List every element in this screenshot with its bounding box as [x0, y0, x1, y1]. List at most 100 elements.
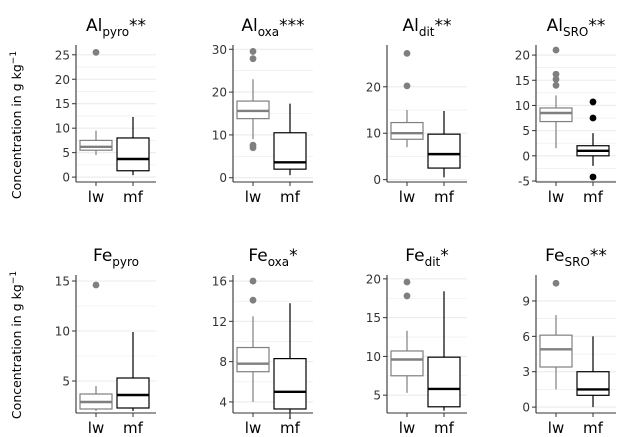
y-axis-label-text: Concentration in g kg: [9, 284, 24, 419]
y-tick-label: 15: [366, 311, 381, 325]
y-tick-label: 16: [212, 275, 227, 289]
y-tick-label: 25: [55, 48, 70, 62]
panel-title-subscript: oxa: [258, 25, 279, 39]
panel-title-significance: ***: [279, 16, 305, 36]
box-mf: [273, 132, 307, 170]
panel-al-pyro: Alpyro** 0 5 10 15 20 25 lw mf: [55, 16, 156, 206]
outlier-point: [403, 82, 411, 90]
panel-title-significance: **: [129, 16, 146, 36]
outlier-point: [403, 292, 411, 300]
panel-title-significance: **: [588, 16, 605, 36]
x-tick-label: lw: [88, 188, 104, 206]
panel-al-dit: Aldit** 0 10 20 lw mf: [366, 16, 467, 206]
y-tick-label: 20: [55, 73, 70, 87]
outlier-point: [249, 48, 257, 55]
box-mf: [116, 377, 150, 409]
box-mf: [427, 356, 461, 408]
box-lw: [539, 334, 573, 368]
outlier-point: [249, 296, 257, 304]
panel-title-base: Fe: [93, 246, 112, 266]
y-tick-label: 10: [366, 350, 381, 364]
y-tick-label: 15: [515, 74, 530, 88]
outlier-point: [552, 70, 560, 78]
panel-title-significance: *: [440, 246, 449, 266]
y-tick-label: 5: [62, 375, 70, 389]
outlier-point: [249, 141, 257, 149]
x-tick-label: lw: [399, 419, 415, 437]
panel-al-oxa: Aloxa*** 0 10 20 30 lw mf: [212, 16, 313, 206]
panel-title: Fepyro: [93, 246, 139, 269]
y-axis-label-superscript: −1: [9, 271, 19, 284]
y-tick-label: 0: [522, 149, 530, 163]
y-tick-label: 20: [366, 80, 381, 94]
y-tick-label: 10: [212, 128, 227, 142]
panel-title-base: Fe: [405, 246, 424, 266]
y-axis-label-text: Concentration in g kg: [9, 64, 24, 199]
y-tick-label: 15: [55, 97, 70, 111]
x-tick-label: mf: [583, 188, 604, 206]
outlier-point: [92, 48, 100, 56]
box-lw: [236, 346, 270, 373]
y-tick-label: 10: [366, 127, 381, 141]
x-tick-label: lw: [548, 188, 564, 206]
panel-title-significance: **: [590, 246, 607, 266]
panel-title-subscript: oxa: [268, 255, 289, 269]
box-lw: [539, 107, 573, 123]
panel-title-base: Al: [241, 16, 257, 36]
x-tick-label: lw: [88, 419, 104, 437]
panel-fe-sro: FeSRO** 0 3 6 9 lw mf: [522, 246, 616, 437]
panel-title: AlSRO**: [547, 16, 606, 39]
x-tick-label: lw: [548, 419, 564, 437]
y-tick-label: 0: [62, 171, 70, 185]
x-tick-label: lw: [245, 188, 261, 206]
panel-title-base: Al: [402, 16, 418, 36]
y-tick-label: 6: [522, 330, 530, 344]
outlier-point: [249, 55, 257, 63]
box-mf: [116, 137, 150, 172]
svg-text:Concentration in g kg−1: Concentration in g kg−1: [9, 271, 24, 419]
x-tick-label: lw: [399, 188, 415, 206]
box-mf: [576, 371, 610, 396]
y-tick-label: 0: [219, 171, 227, 185]
panel-title-subscript: pyro: [102, 25, 129, 39]
panel-title-subscript: SRO: [564, 255, 589, 269]
panel-title-base: Al: [547, 16, 563, 36]
y-tick-label: 0: [522, 401, 530, 415]
svg-text:Concentration in g kg−1: Concentration in g kg−1: [9, 51, 24, 199]
x-tick-label: mf: [123, 188, 144, 206]
y-tick-label: 10: [55, 122, 70, 136]
y-tick-label: 9: [522, 294, 530, 308]
box-lw: [390, 350, 424, 377]
y-tick-label: 0: [373, 173, 381, 187]
panel-title-base: Fe: [248, 246, 267, 266]
panel-title: Alpyro**: [86, 16, 146, 39]
box-lw: [79, 139, 113, 151]
outlier-point: [552, 279, 560, 287]
y-tick-label: -5: [518, 174, 530, 188]
y-axis-label-top: Concentration in g kg−1: [9, 51, 24, 199]
panel-fe-oxa: Feoxa* 4 8 12 16 lw mf: [212, 246, 313, 437]
panel-title-subscript: SRO: [563, 25, 588, 39]
x-tick-label: mf: [434, 419, 455, 437]
outlier-point: [92, 281, 100, 289]
panel-title-subscript: dit: [425, 255, 441, 269]
x-tick-label: lw: [245, 419, 261, 437]
y-axis-label-bottom: Concentration in g kg−1: [9, 271, 24, 419]
box-mf: [273, 358, 307, 410]
y-tick-label: 20: [515, 49, 530, 63]
x-tick-label: mf: [280, 419, 301, 437]
outlier-point: [403, 278, 411, 286]
y-tick-label: 4: [219, 395, 227, 409]
panel-title: Aloxa***: [241, 16, 304, 39]
outlier-point: [552, 75, 560, 83]
x-tick-label: mf: [123, 419, 144, 437]
y-tick-label: 5: [62, 146, 70, 160]
y-tick-label: 5: [373, 389, 381, 403]
panel-title: Fedit*: [405, 246, 448, 269]
y-tick-label: 30: [212, 43, 227, 57]
panel-title-significance: *: [289, 246, 298, 266]
y-tick-label: 20: [366, 272, 381, 286]
x-tick-label: mf: [583, 419, 604, 437]
